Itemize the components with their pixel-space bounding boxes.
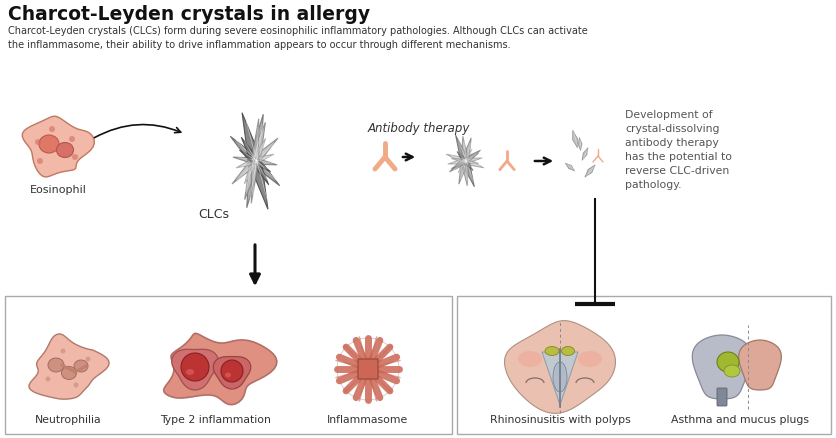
Ellipse shape [553,362,567,392]
Ellipse shape [724,365,740,377]
Text: Inflammasome: Inflammasome [328,414,409,424]
Polygon shape [232,139,278,184]
Polygon shape [251,120,259,204]
Text: Development of
crystal-dissolving
antibody therapy
has the potential to
reverse : Development of crystal-dissolving antibo… [625,110,732,190]
Circle shape [45,377,50,381]
Polygon shape [578,138,582,151]
Text: Charcot-Leyden crystals in allergy: Charcot-Leyden crystals in allergy [8,5,370,24]
Ellipse shape [578,351,602,367]
Polygon shape [247,115,263,208]
Polygon shape [582,148,588,161]
Circle shape [37,159,43,165]
Ellipse shape [518,351,542,367]
Polygon shape [237,155,274,169]
Polygon shape [230,137,280,186]
Ellipse shape [717,352,739,372]
Polygon shape [171,350,218,390]
Circle shape [69,137,75,143]
Polygon shape [451,159,479,164]
Polygon shape [542,352,578,405]
Ellipse shape [48,358,64,372]
Polygon shape [461,137,469,187]
Polygon shape [573,131,578,148]
Text: Eosinophil: Eosinophil [29,184,86,194]
Ellipse shape [225,373,231,378]
Polygon shape [446,155,484,169]
Ellipse shape [562,347,574,356]
FancyBboxPatch shape [358,359,378,379]
Text: Asthma and mucus plugs: Asthma and mucus plugs [671,414,809,424]
Polygon shape [244,139,266,184]
Circle shape [49,127,55,133]
Ellipse shape [545,347,559,356]
Ellipse shape [57,143,74,158]
Text: Neutrophilia: Neutrophilia [34,414,101,424]
Circle shape [35,140,41,146]
Text: Charcot-Leyden crystals (CLCs) form during severe eosinophilic inflammatory path: Charcot-Leyden crystals (CLCs) form duri… [8,26,588,49]
Polygon shape [451,154,479,170]
Text: Antibody therapy: Antibody therapy [368,122,471,135]
Circle shape [60,349,65,354]
Polygon shape [739,340,782,390]
Polygon shape [692,335,752,399]
Circle shape [72,155,78,161]
Text: Type 2 inflammation: Type 2 inflammation [160,414,270,424]
Polygon shape [213,357,251,389]
Polygon shape [245,123,265,200]
Polygon shape [23,117,94,177]
Ellipse shape [39,136,59,154]
Polygon shape [164,334,277,405]
Polygon shape [456,136,474,187]
Polygon shape [29,334,110,399]
Polygon shape [233,158,278,166]
Polygon shape [459,138,472,185]
Polygon shape [451,159,480,164]
Text: Rhinosinusitis with polyps: Rhinosinusitis with polyps [490,414,630,424]
Polygon shape [448,159,482,165]
Circle shape [181,353,209,381]
Polygon shape [450,151,481,173]
FancyBboxPatch shape [717,388,727,406]
Ellipse shape [74,360,88,372]
Polygon shape [457,152,473,171]
Circle shape [85,357,90,362]
Polygon shape [242,138,268,185]
Circle shape [74,383,79,388]
Polygon shape [565,164,574,171]
Circle shape [221,360,243,382]
Polygon shape [458,149,472,174]
Polygon shape [239,151,271,173]
Polygon shape [242,113,268,210]
Text: CLCs: CLCs [198,208,229,220]
Ellipse shape [62,367,77,380]
Ellipse shape [186,369,194,375]
Polygon shape [585,166,595,178]
Polygon shape [504,321,615,413]
